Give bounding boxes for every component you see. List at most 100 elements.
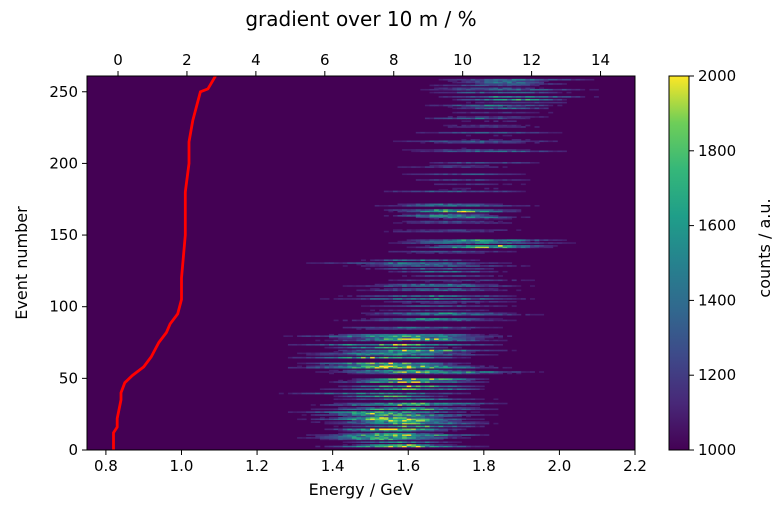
heatmap-cell	[392, 378, 398, 380]
heatmap-cell	[438, 190, 444, 193]
heatmap-cell	[392, 371, 398, 373]
heatmap-cell	[479, 149, 485, 151]
heatmap-cell	[525, 81, 531, 84]
heatmap-cell	[415, 166, 421, 168]
gradient-curve	[112, 76, 217, 450]
heatmap-cell	[438, 140, 444, 143]
heatmap-cell	[356, 339, 362, 342]
heatmap-cell	[502, 179, 508, 181]
heatmap-cell	[434, 444, 440, 446]
heatmap-cell	[470, 295, 476, 297]
heatmap-cell	[361, 259, 366, 262]
heatmap-cell	[342, 388, 348, 391]
heatmap-cell	[529, 150, 535, 153]
heatmap-cell	[406, 335, 412, 337]
heatmap-cell	[475, 268, 481, 270]
heatmap-cell	[338, 365, 344, 368]
heatmap-cell	[429, 239, 435, 241]
heatmap-cell	[447, 362, 453, 365]
heatmap-cell	[402, 445, 408, 448]
heatmap-cell	[434, 259, 440, 262]
heatmap-cell	[516, 190, 522, 193]
heatmap-cell	[520, 242, 526, 244]
heatmap-cell	[392, 411, 398, 413]
heatmap-cell	[397, 242, 403, 244]
heatmap-cell	[438, 302, 444, 305]
heatmap-cell	[488, 318, 494, 320]
heatmap-cell	[374, 366, 380, 369]
heatmap-cell	[434, 313, 440, 316]
heatmap-cell	[420, 356, 426, 359]
heatmap-cell	[507, 81, 513, 84]
heatmap-cell	[493, 81, 499, 84]
heatmap-cell	[484, 101, 490, 104]
heatmap-cell	[374, 418, 380, 421]
heatmap-cell	[415, 372, 421, 375]
heatmap-cell	[447, 91, 453, 94]
heatmap-cell	[479, 96, 485, 98]
heatmap-cell	[438, 352, 444, 355]
heatmap-cell	[507, 298, 513, 300]
heatmap-cell	[370, 418, 376, 421]
heatmap-cell	[447, 407, 453, 409]
heatmap-cell	[379, 364, 385, 366]
heatmap-cell	[319, 262, 325, 264]
heatmap-cell	[406, 262, 412, 264]
heatmap-cell	[415, 229, 421, 231]
heatmap-cell	[447, 80, 453, 82]
heatmap-cell	[411, 333, 417, 336]
heatmap-cell	[429, 275, 435, 277]
heatmap-cell	[365, 422, 371, 425]
top-x-axis: 0 2 4 6 8 10 12 14	[113, 51, 610, 76]
heatmap-cell	[347, 414, 353, 416]
heatmap-cell	[493, 246, 499, 249]
heatmap-cell	[392, 295, 398, 297]
heatmap-cell	[351, 366, 357, 369]
heatmap-cell	[447, 161, 453, 164]
heatmap-cell	[456, 419, 462, 422]
heatmap-cell	[502, 120, 508, 123]
heatmap-cell	[374, 335, 380, 337]
heatmap-cell	[470, 349, 476, 352]
heatmap-cell	[580, 88, 586, 91]
heatmap-cell	[351, 333, 357, 336]
heatmap-cell	[424, 365, 430, 368]
heatmap-cell	[406, 215, 412, 217]
heatmap-cell	[438, 326, 444, 329]
heatmap-cell	[420, 240, 426, 243]
heatmap-cell	[397, 279, 403, 282]
heatmap-cell	[470, 283, 476, 286]
heatmap-cell	[351, 404, 357, 406]
heatmap-cell	[443, 312, 449, 315]
heatmap-cell	[406, 338, 412, 340]
heatmap-cell	[406, 319, 412, 322]
heatmap-cell	[361, 346, 366, 349]
heatmap-cell	[529, 242, 535, 244]
colorbar-tick-label: 1200	[698, 366, 736, 384]
heatmap-cell	[429, 309, 435, 312]
heatmap-cell	[411, 421, 417, 423]
heatmap-cell	[456, 402, 462, 405]
heatmap-cell	[370, 362, 376, 365]
heatmap-cell	[429, 435, 435, 438]
heatmap-cell	[452, 437, 458, 439]
heatmap-cell	[493, 187, 499, 190]
heatmap-cell	[429, 356, 435, 359]
heatmap-cell	[429, 312, 435, 315]
heatmap-cell	[479, 372, 485, 375]
heatmap-cell	[383, 215, 389, 217]
heatmap-cell	[319, 362, 325, 365]
heatmap-cell	[493, 107, 499, 110]
heatmap-cell	[429, 104, 435, 107]
heatmap-cell	[443, 179, 449, 181]
heatmap-cell	[511, 88, 517, 91]
heatmap-cell	[470, 239, 476, 241]
heatmap-cell	[447, 124, 453, 127]
heatmap-cell	[392, 364, 398, 366]
heatmap-cell	[383, 429, 389, 432]
heatmap-cell	[329, 412, 334, 415]
heatmap-cell	[557, 83, 563, 85]
heatmap-cell	[452, 288, 458, 290]
heatmap-cell	[402, 352, 408, 355]
heatmap-cell	[434, 415, 440, 418]
